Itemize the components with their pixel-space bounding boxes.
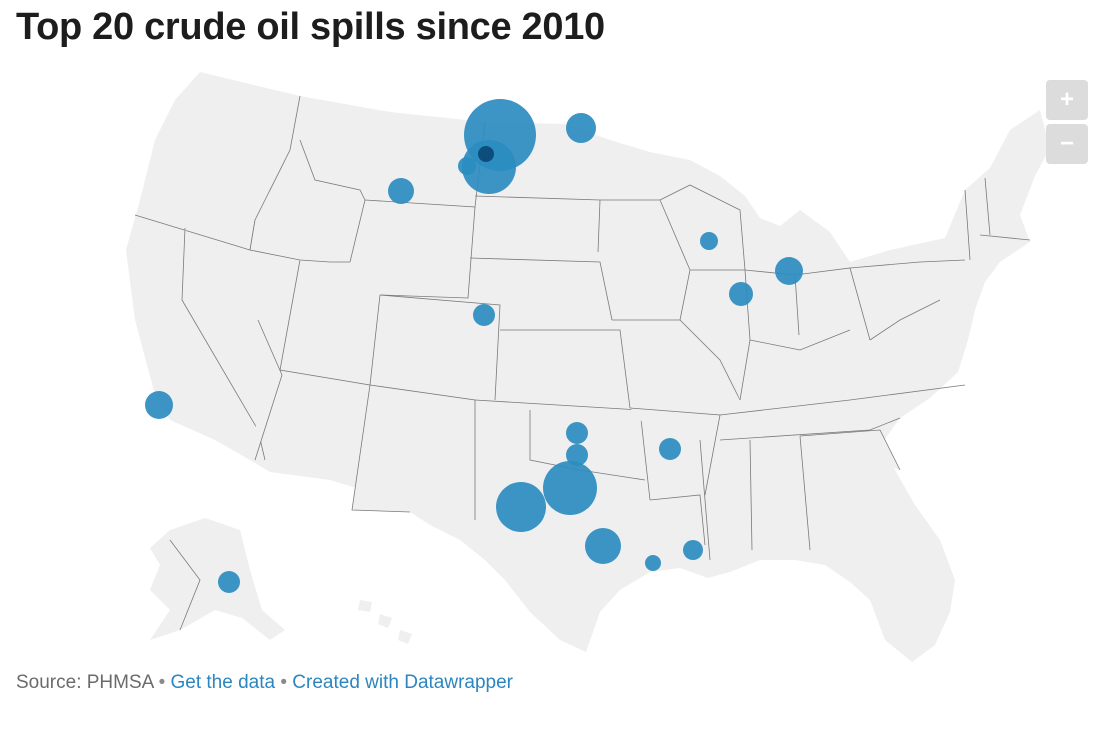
spill-marker-north-texas[interactable] [543,461,597,515]
spill-markers[interactable] [145,99,803,593]
spill-marker-cushing[interactable] [566,422,588,444]
spill-marker-se-texas-coast[interactable] [645,555,661,571]
spill-marker-santa-barbara[interactable] [145,391,173,419]
zoom-out-button[interactable]: − [1046,124,1088,164]
spill-marker-alaska[interactable] [218,571,240,593]
datawrapper-link[interactable]: Created with Datawrapper [292,672,514,693]
map-area[interactable]: + − [0,60,1106,670]
spill-marker-illinois[interactable] [729,282,753,306]
hawaii-islands [358,600,412,644]
spill-marker-williston[interactable] [462,140,516,194]
spill-marker-nw-north-dakota[interactable] [478,146,494,162]
separator: • [280,672,288,693]
get-data-link[interactable]: Get the data [170,672,276,693]
footer: Source: PHMSA • Get the data • Created w… [16,672,513,694]
spill-marker-louisiana[interactable] [683,540,703,560]
spill-marker-ne-north-dakota[interactable] [566,113,596,143]
spill-marker-colorado[interactable] [473,304,495,326]
spill-marker-mayflower[interactable] [659,438,681,460]
spill-marker-se-texas[interactable] [585,528,621,564]
spill-marker-billings[interactable] [388,178,414,204]
map-title: Top 20 crude oil spills since 2010 [16,6,605,48]
spill-marker-wisconsin[interactable] [700,232,718,250]
us-map[interactable] [0,60,1106,670]
spill-marker-marshall-mi[interactable] [775,257,803,285]
spill-marker-oklahoma[interactable] [566,444,588,466]
zoom-in-button[interactable]: + [1046,80,1088,120]
alaska-landmass [150,518,285,640]
separator: • [158,672,166,693]
spill-marker-west-texas[interactable] [496,482,546,532]
spill-marker-ne-montana[interactable] [458,157,476,175]
source-text: Source: PHMSA [16,672,154,693]
